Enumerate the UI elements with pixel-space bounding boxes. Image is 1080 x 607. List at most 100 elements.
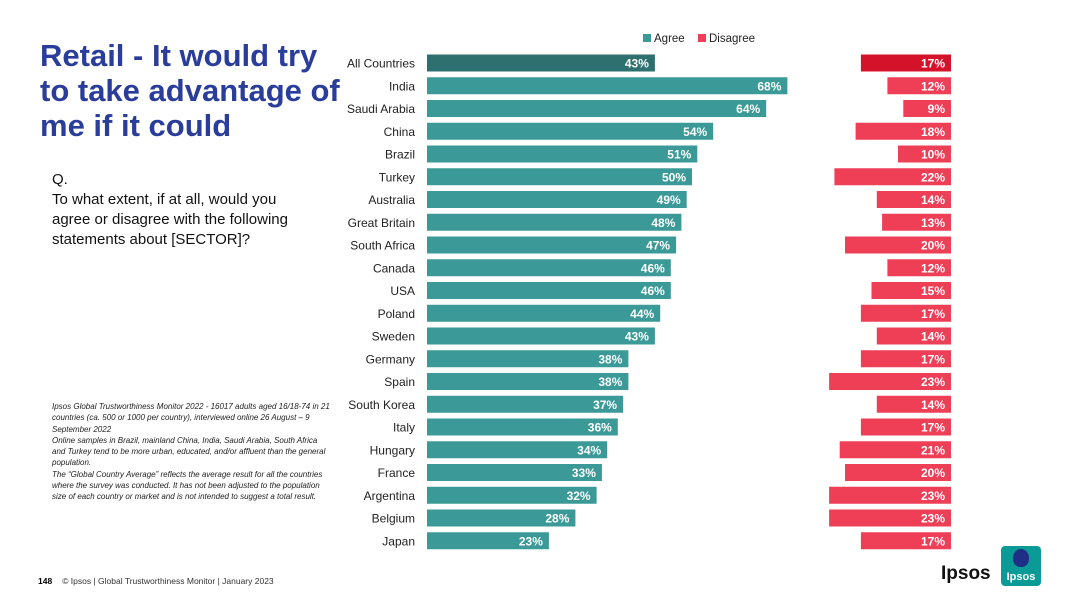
category-label-south-korea: South Korea — [348, 398, 415, 412]
bar-agree-saudi-arabia — [427, 100, 767, 117]
bar-agree-france — [427, 464, 602, 481]
category-label-south-africa: South Africa — [350, 239, 415, 253]
value-disagree-belgium: 23% — [921, 512, 945, 526]
bar-agree-all-countries — [427, 54, 655, 72]
bar-disagree-turkey — [834, 168, 951, 186]
value-agree-spain: 38% — [598, 375, 622, 389]
bar-agree-spain — [427, 373, 629, 390]
category-label-poland: Poland — [378, 307, 415, 321]
note-sample: Ipsos Global Trustworthiness Monitor 202… — [52, 402, 330, 434]
value-agree-brazil: 51% — [667, 148, 691, 162]
value-disagree-australia: 14% — [921, 193, 945, 207]
legend-label-agree: Agree — [654, 33, 685, 45]
category-label-all-countries: All Countries — [347, 57, 415, 71]
question-label: Q. — [52, 171, 68, 188]
value-disagree-turkey: 22% — [921, 170, 945, 184]
bar-agree-great-britain — [427, 213, 682, 231]
legend-swatch-agree — [643, 34, 651, 42]
bar-agree-india — [427, 77, 788, 95]
category-label-japan: Japan — [382, 534, 415, 548]
value-disagree-usa: 15% — [921, 284, 945, 298]
value-disagree-canada: 12% — [921, 261, 945, 275]
category-label-france: France — [378, 466, 416, 480]
question-text: To what extent, if at all, would you agr… — [52, 191, 288, 248]
category-label-china: China — [384, 125, 416, 139]
bar-agree-usa — [427, 282, 671, 299]
value-disagree-south-korea: 14% — [921, 398, 945, 412]
bar-disagree-south-korea — [876, 395, 951, 413]
value-disagree-poland: 17% — [921, 307, 945, 321]
ipsos-logo-text: Ipsos — [1006, 571, 1036, 583]
value-agree-france: 33% — [572, 466, 596, 480]
value-agree-saudi-arabia: 64% — [736, 102, 760, 116]
bar-disagree-japan — [860, 532, 951, 550]
legend-label-disagree: Disagree — [709, 33, 755, 45]
category-label-argentina: Argentina — [364, 489, 416, 503]
bar-disagree-saudi-arabia — [903, 100, 951, 117]
category-label-usa: USA — [390, 284, 415, 298]
bar-disagree-brazil — [898, 145, 951, 163]
bar-agree-italy — [427, 418, 618, 436]
bar-agree-canada — [427, 259, 671, 277]
bar-disagree-italy — [860, 418, 951, 436]
value-disagree-sweden: 14% — [921, 330, 945, 344]
value-agree-turkey: 50% — [662, 170, 686, 184]
category-label-brazil: Brazil — [385, 148, 415, 162]
value-agree-all-countries: 43% — [625, 57, 649, 71]
category-label-sweden: Sweden — [372, 330, 415, 344]
value-agree-australia: 49% — [657, 193, 681, 207]
bar-disagree-poland — [860, 304, 951, 322]
bar-agree-hungary — [427, 441, 608, 459]
category-label-italy: Italy — [393, 421, 415, 435]
bar-disagree-south-africa — [845, 236, 951, 254]
category-label-spain: Spain — [384, 375, 415, 389]
bar-agree-south-korea — [427, 395, 624, 413]
value-agree-great-britain: 48% — [651, 216, 675, 230]
category-label-india: India — [389, 79, 415, 93]
bar-disagree-all-countries — [860, 54, 951, 72]
bar-disagree-india — [887, 77, 951, 95]
bar-agree-turkey — [427, 168, 692, 186]
value-agree-south-africa: 47% — [646, 239, 670, 253]
bar-disagree-canada — [887, 259, 951, 277]
bar-disagree-germany — [860, 350, 951, 368]
legend-swatch-disagree — [698, 34, 706, 42]
category-label-canada: Canada — [373, 261, 415, 275]
value-disagree-argentina: 23% — [921, 489, 945, 503]
value-disagree-spain: 23% — [921, 375, 945, 389]
note-online: Online samples in Brazil, mainland China… — [52, 435, 326, 468]
bar-agree-australia — [427, 191, 687, 208]
bar-disagree-australia — [876, 191, 951, 208]
value-disagree-brazil: 10% — [921, 148, 945, 162]
value-agree-usa: 46% — [641, 284, 665, 298]
value-disagree-great-britain: 13% — [921, 216, 945, 230]
bar-agree-poland — [427, 304, 661, 322]
bar-agree-argentina — [427, 486, 597, 504]
value-agree-poland: 44% — [630, 307, 654, 321]
bar-agree-sweden — [427, 327, 655, 345]
category-label-australia: Australia — [368, 193, 415, 207]
value-agree-argentina: 32% — [567, 489, 591, 503]
bar-disagree-china — [855, 122, 951, 140]
bar-agree-belgium — [427, 509, 576, 527]
value-agree-south-korea: 37% — [593, 398, 617, 412]
bar-agree-china — [427, 122, 714, 140]
value-agree-italy: 36% — [588, 421, 612, 435]
note-average: The “Global Country Average” reflects th… — [52, 469, 323, 502]
bar-disagree-great-britain — [882, 213, 951, 231]
page-number: 148 — [38, 576, 53, 586]
value-disagree-italy: 17% — [921, 421, 945, 435]
bar-disagree-spain — [829, 373, 951, 390]
bar-disagree-sweden — [876, 327, 951, 345]
category-label-belgium: Belgium — [372, 512, 415, 526]
value-disagree-hungary: 21% — [921, 443, 945, 457]
value-disagree-all-countries: 17% — [921, 57, 945, 71]
value-agree-canada: 46% — [641, 261, 665, 275]
value-agree-sweden: 43% — [625, 330, 649, 344]
value-agree-japan: 23% — [519, 534, 543, 548]
footer: 148 © Ipsos | Global Trustworthiness Moni… — [38, 576, 274, 586]
category-label-great-britain: Great Britain — [348, 216, 415, 230]
bar-disagree-hungary — [839, 441, 951, 459]
methodology-notes: Ipsos Global Trustworthiness Monitor 202… — [52, 401, 332, 503]
value-agree-india: 68% — [757, 79, 781, 93]
